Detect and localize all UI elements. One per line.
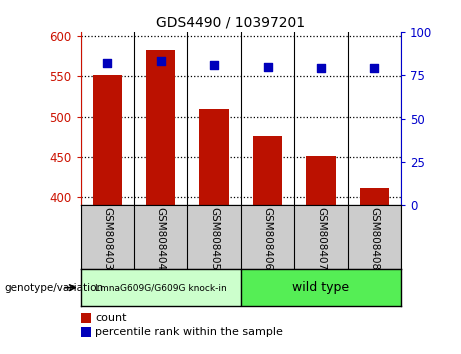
- Point: [157, 58, 165, 64]
- Point: [264, 64, 271, 69]
- Point: [211, 62, 218, 68]
- Text: GDS4490 / 10397201: GDS4490 / 10397201: [156, 16, 305, 30]
- Bar: [241, 269, 401, 306]
- Text: GSM808408: GSM808408: [369, 207, 379, 270]
- Bar: [253, 136, 282, 205]
- Text: GSM808405: GSM808405: [209, 207, 219, 270]
- Text: GSM808403: GSM808403: [102, 207, 112, 270]
- Bar: [360, 188, 389, 205]
- Text: GSM808404: GSM808404: [156, 207, 166, 270]
- Text: genotype/variation: genotype/variation: [5, 282, 104, 293]
- Bar: [306, 156, 336, 205]
- Text: GSM808407: GSM808407: [316, 207, 326, 270]
- Bar: [200, 109, 229, 205]
- Bar: [81, 269, 241, 306]
- Text: LmnaG609G/G609G knock-in: LmnaG609G/G609G knock-in: [95, 283, 227, 292]
- Text: wild type: wild type: [292, 281, 349, 294]
- Point: [317, 65, 325, 71]
- Bar: [93, 75, 122, 205]
- Text: count: count: [95, 313, 127, 323]
- Text: percentile rank within the sample: percentile rank within the sample: [95, 327, 284, 337]
- Point: [104, 60, 111, 66]
- Point: [371, 65, 378, 71]
- Bar: [146, 50, 176, 205]
- Text: GSM808406: GSM808406: [263, 207, 272, 270]
